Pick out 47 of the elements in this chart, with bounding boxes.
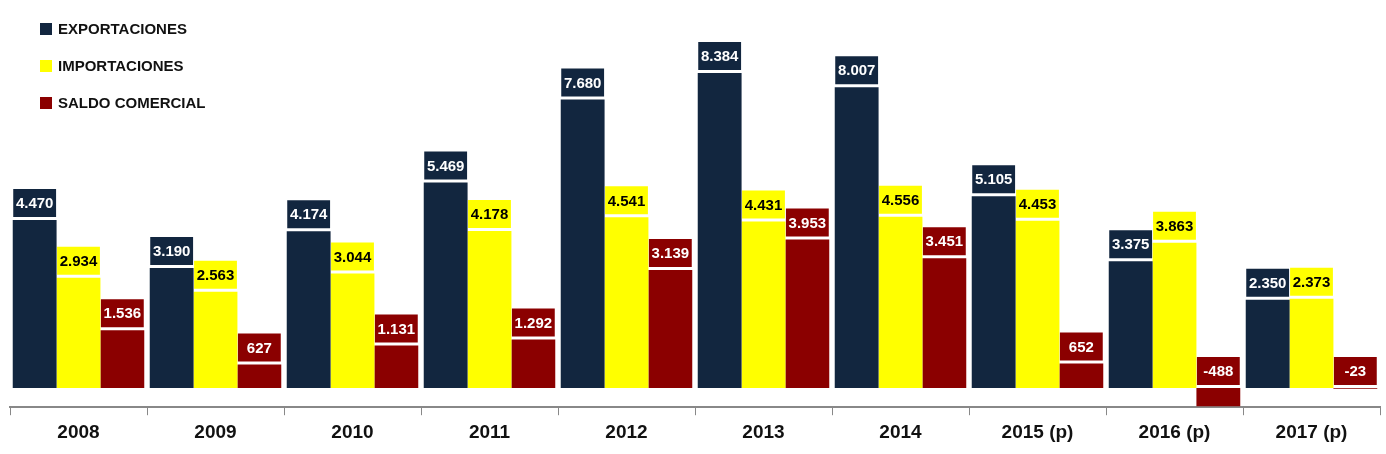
data-label: 5.469 — [426, 156, 465, 174]
data-label: 1.536 — [103, 304, 142, 322]
data-label: 627 — [246, 338, 272, 356]
data-label: 3.044 — [333, 247, 372, 265]
data-label: 3.375 — [1111, 235, 1150, 253]
x-tick-label: 2009 — [194, 420, 237, 442]
data-label: 4.453 — [1018, 194, 1057, 212]
data-label: 2.934 — [59, 251, 98, 269]
data-label: 4.178 — [470, 205, 509, 223]
x-tick-label: 2017 (p) — [1275, 420, 1348, 442]
x-tick-label: 2013 — [742, 420, 785, 442]
x-tick-label: 2016 (p) — [1138, 420, 1211, 442]
data-label: 2.373 — [1292, 272, 1331, 290]
data-label: 2.350 — [1248, 273, 1287, 291]
data-label: 3.451 — [925, 232, 964, 250]
data-label: 3.863 — [1155, 216, 1194, 234]
x-tick-label: 2008 — [57, 420, 100, 442]
legend-label: EXPORTACIONES — [58, 20, 187, 37]
bar — [149, 268, 194, 388]
bar — [467, 231, 512, 388]
data-label: 5.105 — [974, 170, 1013, 188]
data-label: 1.131 — [377, 319, 416, 337]
data-label: 4.541 — [607, 191, 646, 209]
data-label: 3.139 — [651, 244, 690, 262]
data-label: 3.190 — [152, 242, 191, 260]
x-tick-label: 2010 — [331, 420, 374, 442]
data-label: 2.563 — [196, 265, 235, 283]
data-label: 4.556 — [881, 190, 920, 208]
x-tick-label: 2015 (p) — [1001, 420, 1074, 442]
data-label: -488 — [1203, 362, 1234, 380]
legend-label: SALDO COMERCIAL — [58, 94, 206, 111]
data-label: -23 — [1344, 362, 1367, 380]
data-label: 7.680 — [563, 73, 602, 91]
legend-label: IMPORTACIONES — [58, 57, 184, 74]
x-tick-label: 2014 — [879, 420, 923, 442]
x-tick-label: 2012 — [605, 420, 648, 442]
data-label: 4.431 — [744, 195, 783, 213]
data-label: 8.007 — [837, 61, 876, 79]
data-label: 4.174 — [289, 205, 329, 223]
x-tick-label: 2011 — [468, 420, 511, 442]
bar — [648, 270, 693, 388]
data-label: 4.470 — [15, 194, 54, 212]
bar — [12, 220, 57, 388]
data-label: 1.292 — [514, 313, 553, 331]
data-label: 3.953 — [788, 213, 827, 231]
data-label: 8.384 — [700, 47, 740, 65]
data-label: 652 — [1068, 337, 1094, 355]
